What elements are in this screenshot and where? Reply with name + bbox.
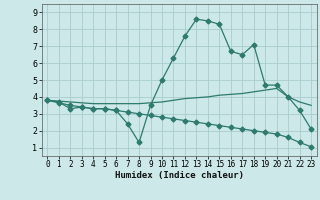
X-axis label: Humidex (Indice chaleur): Humidex (Indice chaleur) [115,171,244,180]
